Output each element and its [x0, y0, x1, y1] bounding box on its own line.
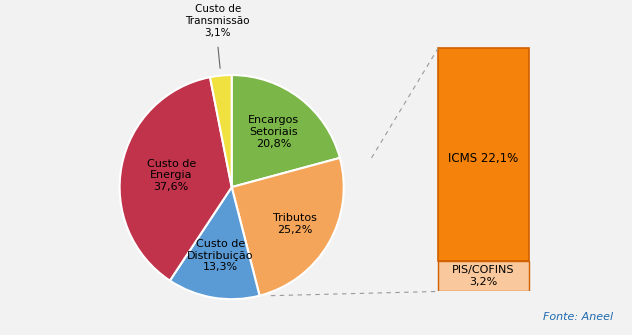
Text: Fonte: Aneel: Fonte: Aneel [543, 312, 613, 322]
Wedge shape [170, 187, 260, 299]
Text: Tributos
25,2%: Tributos 25,2% [272, 213, 317, 234]
Wedge shape [119, 77, 232, 281]
Text: Custo de
Distribuição
13,3%: Custo de Distribuição 13,3% [187, 239, 253, 272]
Text: Custo de
Energia
37,6%: Custo de Energia 37,6% [147, 158, 196, 192]
Text: ICMS 22,1%: ICMS 22,1% [448, 152, 519, 165]
Bar [438, 48, 529, 261]
Bar [438, 261, 529, 291]
Text: Encargos
Setoriais
20,8%: Encargos Setoriais 20,8% [248, 115, 300, 148]
Wedge shape [232, 158, 344, 296]
Wedge shape [232, 75, 340, 187]
Wedge shape [210, 75, 232, 187]
Text: Custo de
Transmissão
3,1%: Custo de Transmissão 3,1% [186, 4, 250, 38]
Text: PIS/COFINS
3,2%: PIS/COFINS 3,2% [453, 265, 514, 287]
